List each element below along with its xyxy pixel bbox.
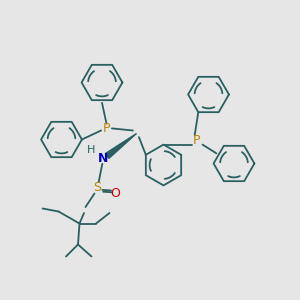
Text: P: P [103, 122, 110, 136]
Text: S: S [94, 181, 101, 194]
Text: H: H [87, 145, 95, 155]
Text: N: N [98, 152, 109, 165]
Polygon shape [105, 134, 136, 158]
Text: O: O [111, 187, 120, 200]
Text: P: P [193, 134, 200, 148]
